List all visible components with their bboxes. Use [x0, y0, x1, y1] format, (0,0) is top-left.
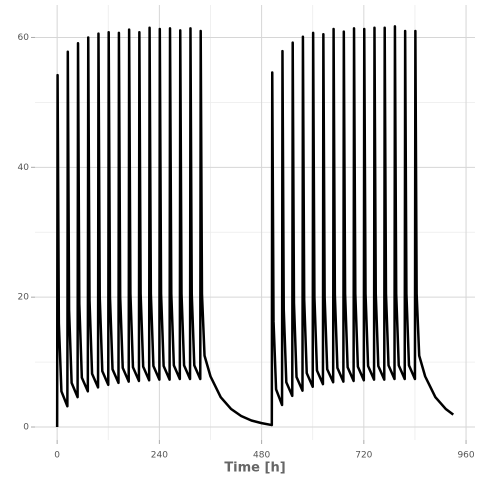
y-tick-label: 40 [18, 163, 30, 173]
y-tick-label: 0 [23, 423, 29, 433]
x-tick-label: 960 [457, 451, 474, 461]
x-tick-label: 480 [253, 451, 270, 461]
x-axis-label: Time [h] [224, 461, 285, 476]
y-tick-label: 20 [18, 293, 30, 303]
x-tick-label: 720 [355, 451, 372, 461]
y-tick-label: 60 [18, 33, 30, 43]
x-tick-label: 240 [151, 451, 168, 461]
x-tick-label: 0 [54, 451, 60, 461]
line [55, 25, 455, 428]
